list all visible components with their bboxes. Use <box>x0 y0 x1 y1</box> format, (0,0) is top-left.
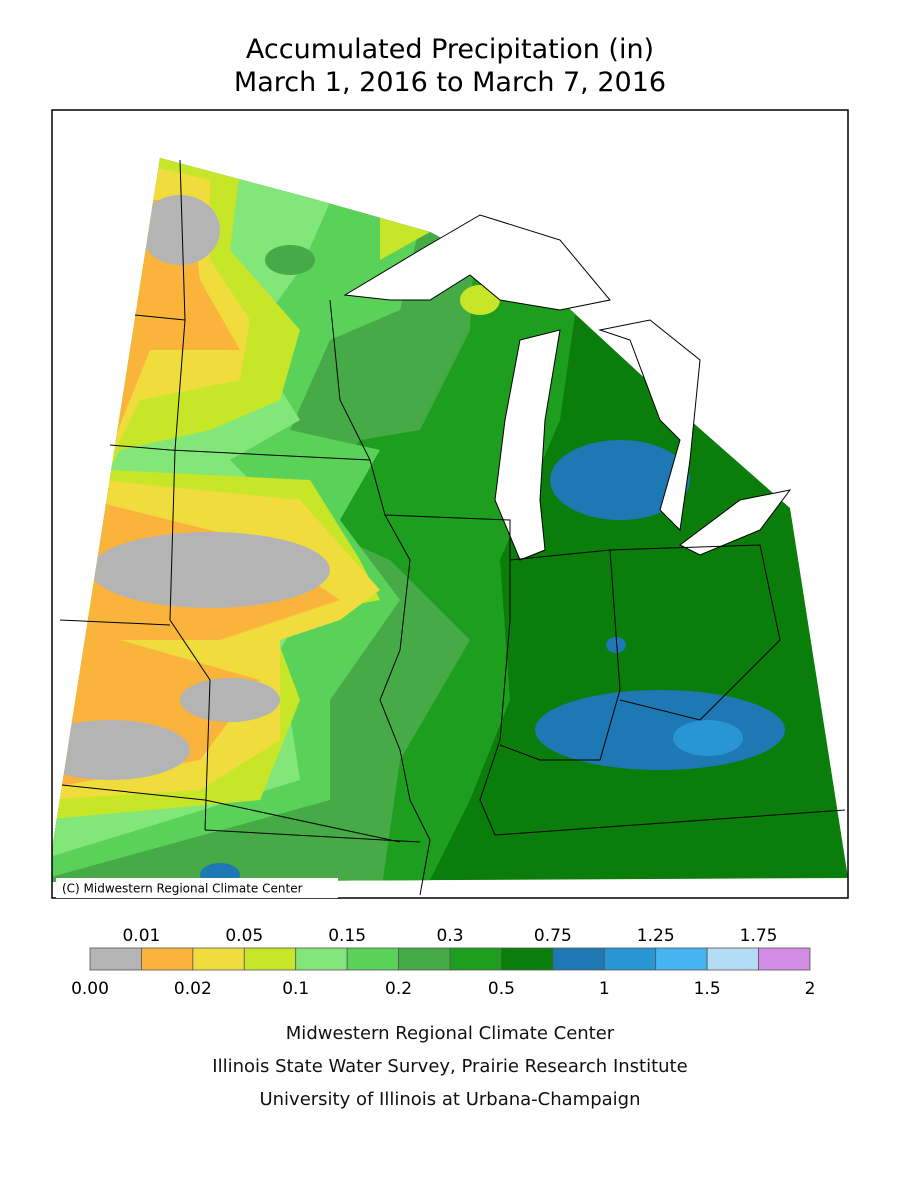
legend-label: 0.75 <box>534 926 572 946</box>
legend-swatch <box>758 947 811 971</box>
legend-label: 0.5 <box>488 979 515 999</box>
legend-swatch <box>449 947 502 971</box>
legend-label: 0.1 <box>282 979 309 999</box>
legend-swatch <box>655 947 708 971</box>
legend-label: 1.25 <box>637 926 675 946</box>
legend-label: 1.5 <box>694 979 721 999</box>
legend-label: 0.3 <box>436 926 463 946</box>
map-credit: (C) Midwestern Regional Climate Center <box>62 882 303 896</box>
legend-label: 0.2 <box>385 979 412 999</box>
legend-label: 0.15 <box>328 926 366 946</box>
legend-swatch <box>398 947 451 971</box>
legend-swatch <box>346 947 399 971</box>
subtitle: March 1, 2016 to March 7, 2016 <box>234 67 666 98</box>
legend-label: 0.01 <box>122 926 160 946</box>
legend-swatch <box>192 947 245 971</box>
legend-swatch <box>243 947 297 971</box>
legend-label: 0.02 <box>174 979 212 999</box>
credit-box <box>56 878 338 898</box>
legend-swatch <box>706 947 759 971</box>
footer-line: Illinois State Water Survey, Prairie Res… <box>212 1056 687 1077</box>
legend-swatch <box>603 947 657 971</box>
legend-swatch <box>501 947 554 971</box>
legend-swatch <box>141 947 194 971</box>
lakes <box>343 214 792 561</box>
legend-label: 1.75 <box>740 926 778 946</box>
legend-label: 0.00 <box>71 979 109 999</box>
legend-label: 1 <box>599 979 610 999</box>
legend-swatch <box>89 947 142 971</box>
legend-swatch <box>295 947 348 971</box>
legend-swatch <box>552 947 605 971</box>
legend-label: 2 <box>805 979 816 999</box>
footer-line: University of Illinois at Urbana-Champai… <box>259 1089 640 1110</box>
footer-line: Midwestern Regional Climate Center <box>286 1023 615 1044</box>
borders <box>51 109 849 899</box>
legend-label: 0.05 <box>225 926 263 946</box>
title: Accumulated Precipitation (in) <box>246 34 654 65</box>
legend: 0.00 0.01 0.02 0.05 0.1 0.15 0.2 0.3 0.5 0.75 1 1.2… <box>71 926 815 999</box>
